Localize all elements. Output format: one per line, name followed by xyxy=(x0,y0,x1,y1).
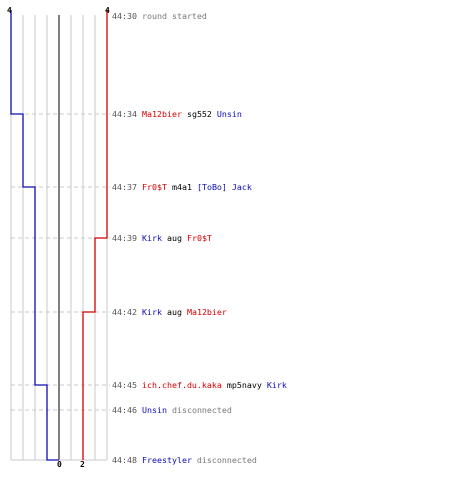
log-entry: 44:34 Ma12bier sg552 Unsin xyxy=(112,108,242,120)
event-message: disconnected xyxy=(191,455,257,465)
log-entry: 44:46 Unsin disconnected xyxy=(112,404,232,416)
weapon-name: aug xyxy=(161,307,187,317)
blue-player-name: [ToBo] Jack xyxy=(196,182,252,192)
blue-start-count: 4 xyxy=(7,6,12,15)
event-time: 44:30 xyxy=(112,11,142,21)
blue-player-name: Kirk xyxy=(141,307,162,317)
red-player-name: ich.chef.du.kaka xyxy=(141,380,222,390)
blue-team-count-line xyxy=(10,10,59,461)
event-time: 44:37 xyxy=(112,182,142,192)
red-end-count: 2 xyxy=(80,460,85,469)
event-time: 44:42 xyxy=(112,307,142,317)
blue-end-count: 0 xyxy=(57,460,62,469)
blue-player-name: Freestyler xyxy=(141,455,192,465)
blue-player-name: Kirk xyxy=(266,380,287,390)
red-start-count: 4 xyxy=(105,6,110,15)
event-time: 44:45 xyxy=(112,380,142,390)
blue-player-name: Unsin xyxy=(216,109,242,119)
log-entry: 44:39 Kirk aug Fr0$T xyxy=(112,232,212,244)
event-message: disconnected xyxy=(166,405,232,415)
red-player-name: Fr0$T xyxy=(141,182,167,192)
red-player-name: Fr0$T xyxy=(186,233,212,243)
event-time: 44:46 xyxy=(112,405,142,415)
red-team-count-line xyxy=(82,10,108,460)
log-entry: 44:37 Fr0$T m4a1 [ToBo] Jack xyxy=(112,181,252,193)
weapon-name: m4a1 xyxy=(166,182,197,192)
red-player-name: Ma12bier xyxy=(141,109,182,119)
log-entry: 44:48 Freestyler disconnected xyxy=(112,454,257,466)
log-entry: 44:45 ich.chef.du.kaka mp5navy Kirk xyxy=(112,379,287,391)
blue-player-name: Kirk xyxy=(141,233,162,243)
weapon-name: aug xyxy=(161,233,187,243)
blue-player-name: Unsin xyxy=(141,405,167,415)
event-guide-lines xyxy=(11,113,110,411)
red-player-name: Ma12bier xyxy=(186,307,227,317)
weapon-name: mp5navy xyxy=(221,380,267,390)
event-time: 44:39 xyxy=(112,233,142,243)
event-time: 44:34 xyxy=(112,109,142,119)
event-message: round started xyxy=(141,11,207,21)
log-entry: 44:42 Kirk aug Ma12bier xyxy=(112,306,227,318)
log-entry: 44:30 round started xyxy=(112,10,207,22)
weapon-name: sg552 xyxy=(181,109,217,119)
event-time: 44:48 xyxy=(112,455,142,465)
